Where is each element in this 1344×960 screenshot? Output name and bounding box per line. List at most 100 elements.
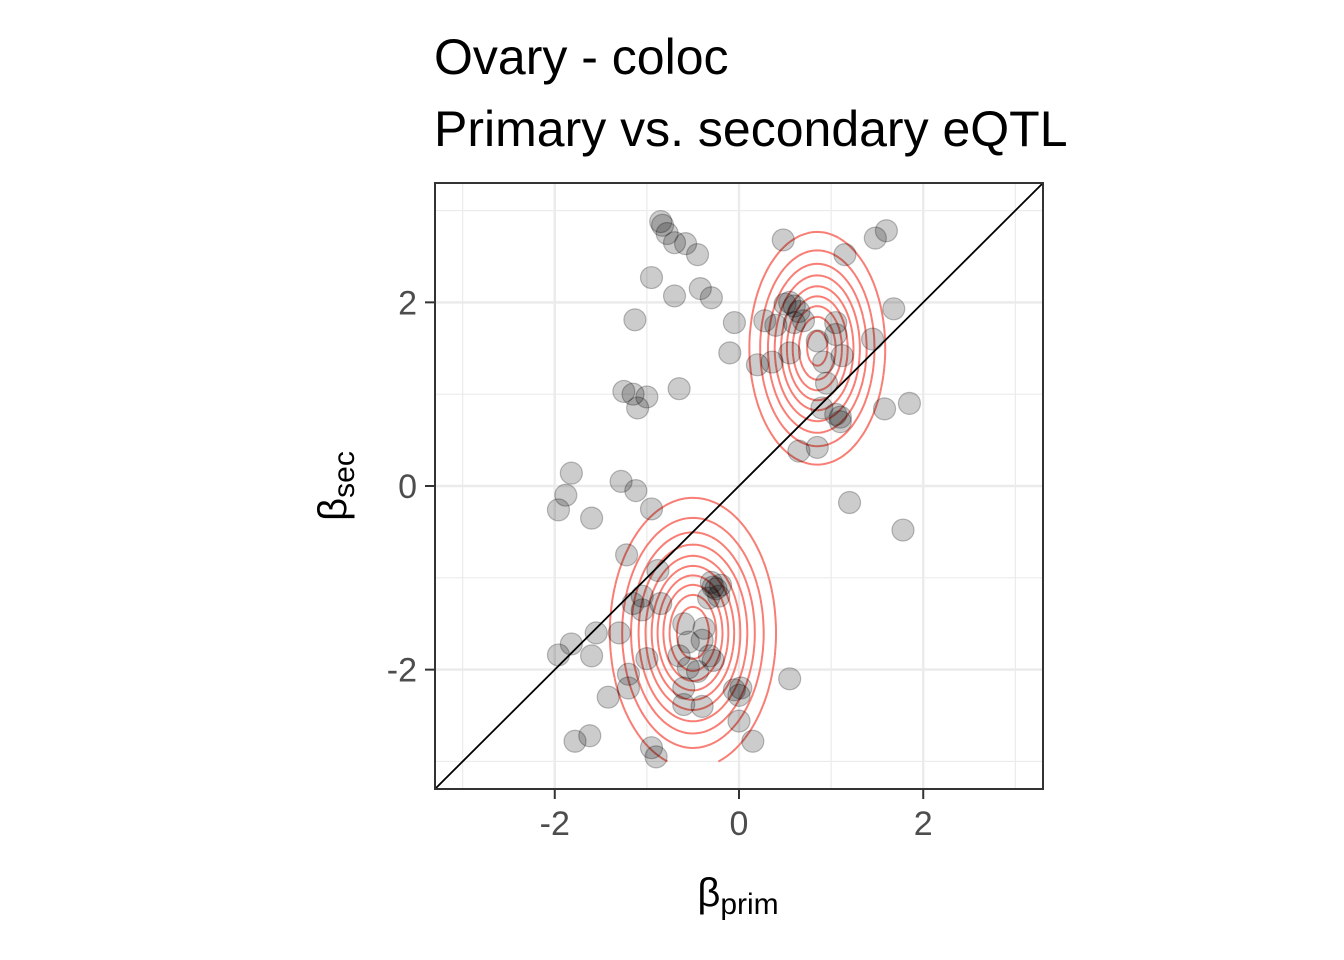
contour-line: [621, 249, 876, 749]
data-point: [672, 692, 696, 717]
data-point: [729, 676, 753, 700]
data-point: [563, 729, 587, 753]
contour-line: [656, 305, 843, 692]
contour-line: [668, 329, 829, 672]
data-point: [707, 584, 731, 608]
data-point: [616, 676, 641, 700]
data-point: [771, 228, 795, 252]
data-point: [701, 648, 725, 673]
data-point: [667, 377, 691, 401]
data-point: [791, 309, 816, 333]
y-axis-label: βsec: [311, 451, 361, 521]
data-point: [559, 632, 583, 656]
data-point: [778, 290, 802, 314]
data-point: [824, 322, 848, 347]
data-point: [860, 327, 885, 351]
data-point: [778, 667, 802, 691]
data-point: [872, 397, 897, 421]
data-point: [612, 379, 636, 404]
data-point: [699, 570, 723, 595]
data-point: [646, 558, 670, 583]
data-point: [650, 213, 675, 237]
data-point: [673, 232, 698, 256]
data-point: [741, 729, 765, 753]
contour-line: [608, 230, 887, 763]
data-point: [787, 299, 811, 324]
data-point: [615, 543, 639, 567]
y-axis-label-symbol: β: [311, 498, 355, 521]
x-axis-label-subscript: prim: [720, 888, 778, 921]
data-point: [607, 621, 631, 645]
data-point: [833, 243, 857, 267]
data-point: [584, 621, 608, 645]
data-point: [782, 310, 806, 335]
data-point: [649, 209, 673, 234]
data-point: [644, 745, 668, 769]
y-tick-label: -2: [387, 652, 417, 690]
data-point: [688, 276, 712, 301]
data-point: [760, 350, 784, 374]
data-point: [672, 612, 696, 636]
data-point: [722, 310, 746, 335]
data-point: [630, 584, 654, 608]
data-point: [635, 647, 659, 671]
data-point: [696, 586, 721, 610]
chart-title-line-1: Ovary - coloc: [434, 29, 729, 85]
data-point: [837, 490, 862, 515]
data-point: [708, 573, 733, 597]
contour-line: [675, 605, 710, 660]
data-point: [812, 350, 836, 374]
data-point: [685, 659, 710, 684]
data-point: [655, 221, 679, 246]
data-point: [863, 226, 887, 250]
chart-title-line-2: Primary vs. secondary eQTL: [434, 101, 1068, 157]
data-point: [782, 294, 806, 318]
data-point: [824, 402, 848, 426]
y-tick-label: 2: [398, 284, 417, 322]
data-point: [704, 577, 728, 601]
contour-line: [644, 285, 855, 711]
data-point: [685, 243, 710, 267]
data-point: [676, 630, 700, 654]
data-point: [824, 310, 848, 335]
x-tick-label: 0: [730, 805, 749, 843]
data-point: [722, 678, 746, 702]
data-point: [891, 518, 915, 542]
data-point: [830, 344, 854, 368]
data-point: [667, 644, 691, 668]
data-point: [753, 309, 777, 333]
data-point: [623, 308, 647, 332]
data-point: [609, 469, 633, 494]
data-point: [787, 439, 811, 463]
data-point: [676, 656, 700, 680]
data-point: [697, 644, 722, 668]
contour-line: [630, 262, 868, 735]
data-point: [639, 497, 664, 521]
data-point: [578, 724, 602, 748]
identity-line: [434, 182, 1044, 790]
data-point: [814, 371, 839, 395]
data-point: [778, 341, 802, 365]
data-point: [727, 709, 751, 733]
data-point: [874, 219, 898, 243]
data-point: [764, 313, 788, 337]
data-point: [727, 683, 751, 707]
data-point: [546, 498, 571, 522]
data-point: [635, 385, 659, 409]
data-point: [616, 662, 641, 686]
data-point: [805, 329, 829, 353]
data-point: [580, 506, 604, 530]
y-axis-ticks: -2 0 2: [387, 284, 435, 690]
x-axis-ticks: -2 0 2: [540, 789, 933, 843]
y-axis-label-subscript: sec: [328, 451, 361, 498]
y-tick-label: 0: [398, 468, 417, 506]
data-point: [580, 644, 604, 668]
data-point: [596, 685, 620, 709]
data-point: [630, 598, 654, 622]
contour-line: [637, 274, 861, 723]
data-point: [773, 292, 797, 316]
data-point: [662, 231, 687, 255]
data-point: [626, 396, 650, 420]
contour-line: [662, 315, 837, 682]
